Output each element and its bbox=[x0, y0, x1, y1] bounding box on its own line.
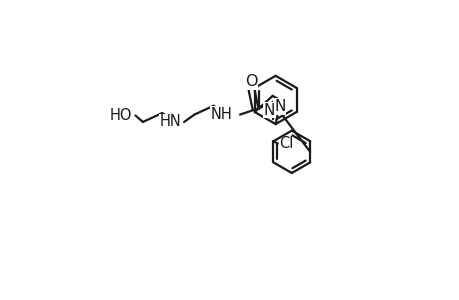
Text: N: N bbox=[274, 99, 285, 114]
Text: NH: NH bbox=[211, 107, 232, 122]
Text: Cl: Cl bbox=[278, 136, 292, 151]
Text: HO: HO bbox=[110, 108, 132, 123]
Text: N: N bbox=[263, 103, 274, 118]
Text: HN: HN bbox=[159, 115, 181, 130]
Text: O: O bbox=[245, 74, 257, 89]
